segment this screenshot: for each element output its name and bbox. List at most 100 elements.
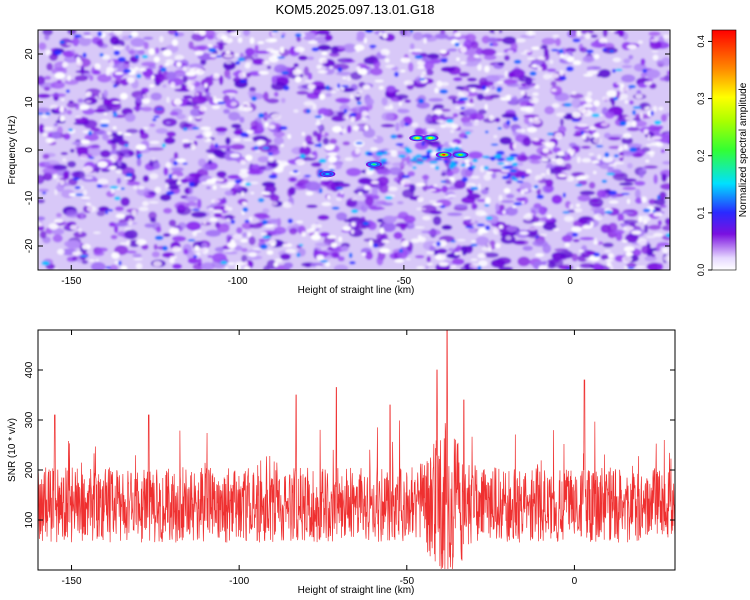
spectrogram-cell xyxy=(472,158,478,163)
spectrogram-cell xyxy=(373,243,379,248)
spectrogram-cell xyxy=(447,95,458,101)
spectrogram-cell xyxy=(632,106,642,109)
spectrogram-cell xyxy=(624,266,628,269)
spectrogram-cell xyxy=(381,222,396,233)
spectrogram-cell xyxy=(505,193,515,199)
spectrogram-cell xyxy=(625,116,631,121)
spectrogram-cell xyxy=(608,200,619,204)
spectrogram-cell xyxy=(660,183,670,190)
spectrogram-cell xyxy=(363,37,367,44)
spectrogram-cell xyxy=(330,45,339,55)
spectrogram-cell xyxy=(506,172,511,178)
spectrogram-cell xyxy=(262,114,273,119)
spectrogram-cell xyxy=(500,199,515,204)
spectrogram-cell xyxy=(165,59,171,62)
spectrogram-cell xyxy=(51,228,65,235)
spectrogram-cell xyxy=(484,225,491,231)
spectrogram-cell xyxy=(586,49,594,54)
spectrogram-cell xyxy=(546,132,555,136)
spectrogram-cell xyxy=(273,136,284,146)
spectrogram-cell xyxy=(525,76,533,86)
spectrogram-cell xyxy=(528,117,533,123)
spectrogram-cell xyxy=(271,77,277,84)
spectrogram-cell xyxy=(174,88,189,92)
spectrogram-cell xyxy=(495,202,500,212)
spectrogram-cell xyxy=(244,219,250,223)
spectrogram-cell xyxy=(120,265,128,270)
spectrogram-cell xyxy=(453,32,461,38)
spectrogram-cell xyxy=(76,146,89,156)
spectrogram-cell xyxy=(206,178,216,185)
spectrogram-cell xyxy=(317,214,330,221)
spectrogram-cell xyxy=(149,123,156,127)
spectrogram-cell xyxy=(559,250,573,258)
spectrogram-cell xyxy=(133,66,140,72)
spectrogram-cell xyxy=(305,108,311,114)
spectrogram-cell xyxy=(264,122,269,128)
spectrogram-cell xyxy=(639,112,644,120)
spectrogram-cell xyxy=(385,85,397,93)
snr-y-ticks: 100 200 300 400 xyxy=(24,361,675,528)
spectrogram-cell xyxy=(176,30,183,33)
spectrogram-cell xyxy=(535,253,544,257)
figure-title: KOM5.2025.097.13.01.G18 xyxy=(275,2,434,17)
spectrogram-cell xyxy=(166,190,175,196)
spectrogram-cell xyxy=(225,136,231,145)
spectrogram-cell xyxy=(224,251,238,255)
spectrogram-cell xyxy=(416,266,427,270)
spectrogram-cell xyxy=(429,200,437,203)
spectrogram-cell xyxy=(259,244,268,250)
spectrogram-cell xyxy=(466,77,478,82)
spectrogram-cell xyxy=(564,47,577,53)
spectrogram-cell xyxy=(456,244,462,253)
spectrogram-cell xyxy=(486,37,499,43)
spectrogram-cell xyxy=(370,67,383,76)
spectrogram-cell xyxy=(232,234,242,240)
spectrogram-cell xyxy=(435,119,444,123)
spectrogram-cell xyxy=(314,242,331,247)
spectrogram-cell xyxy=(74,75,89,82)
spectrogram-cell xyxy=(621,240,628,243)
spectrogram-cell xyxy=(77,98,84,104)
spectrogram-cell xyxy=(120,187,125,190)
spectrogram-cell xyxy=(317,44,332,51)
spectrogram-cell xyxy=(225,61,232,64)
spectrogram-cell xyxy=(193,254,198,259)
spectrogram-cell xyxy=(115,168,123,174)
spectrogram-cell xyxy=(211,199,221,204)
spectrogram-cell xyxy=(398,154,406,158)
spectrogram-cell xyxy=(153,115,160,119)
spectrogram-cell xyxy=(285,248,296,254)
spectrogram-cell xyxy=(154,186,161,194)
spectrogram-cell xyxy=(281,71,290,75)
spectrogram-cell xyxy=(608,253,614,259)
spectrogram-cell xyxy=(382,202,394,206)
colorbar: 0.0 0.1 0.2 0.3 0.4 Normalized spectral ampl… xyxy=(696,29,749,276)
spectrogram-cell xyxy=(381,239,390,244)
spectrogram-cell xyxy=(602,96,609,101)
spectrogram-cell xyxy=(602,30,608,38)
spectrogram-cell xyxy=(342,59,356,64)
spectrogram-cell xyxy=(478,260,488,267)
spectrogram-cell xyxy=(208,207,214,211)
spectrogram-cell xyxy=(503,54,510,61)
spectrogram-cell xyxy=(83,31,91,35)
spectrogram-cell xyxy=(572,239,580,243)
spectrogram-cell xyxy=(245,59,253,64)
spectrogram-cell xyxy=(84,176,93,180)
spectrogram-cell xyxy=(379,248,391,254)
spectrogram-cell xyxy=(638,168,645,179)
spectrogram-cell xyxy=(425,128,436,133)
spectrogram-cell xyxy=(452,77,463,82)
spectrogram-cell xyxy=(576,30,582,37)
spectrogram-cell xyxy=(394,71,399,78)
spectrogram-cell xyxy=(81,260,89,265)
spectrogram-cell xyxy=(407,171,416,177)
spectrogram-cell xyxy=(533,184,539,189)
spectrogram-cell xyxy=(534,174,543,181)
snr-y-axis-label: SNR (10 * v/v) xyxy=(7,418,18,482)
spectrogram-cell xyxy=(335,186,344,190)
spectrogram-cell xyxy=(498,194,503,202)
colorbar-tick-label: 0.4 xyxy=(696,35,706,48)
spectrogram-cell xyxy=(561,235,573,243)
